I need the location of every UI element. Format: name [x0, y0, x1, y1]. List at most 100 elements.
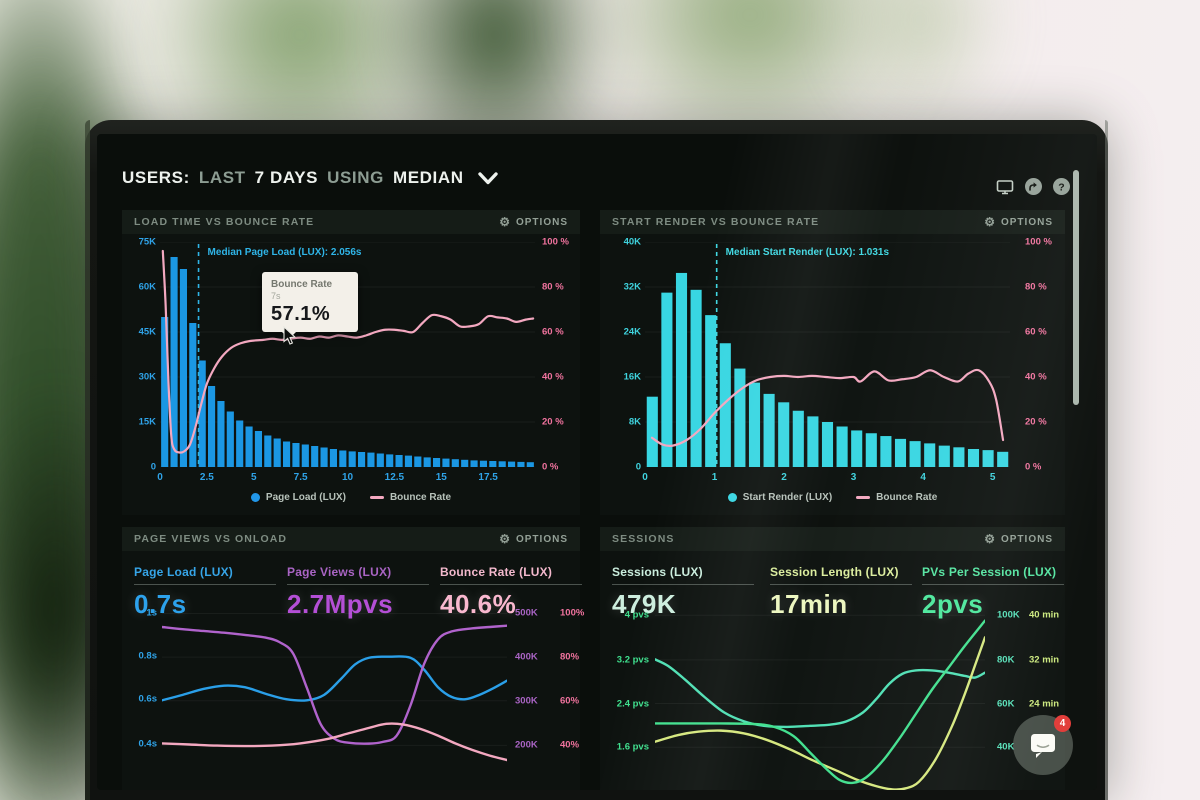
gear-icon: ⚙	[499, 216, 511, 228]
axis-label: 1s	[146, 608, 157, 619]
axis-label: 200K	[515, 740, 538, 751]
median-annotation: Median Page Load (LUX): 2.056s	[208, 247, 362, 258]
title-using: USING	[327, 168, 384, 188]
options-button[interactable]: ⚙ OPTIONS	[984, 216, 1053, 228]
chart-legend: Page Load (LUX) Bounce Rate	[122, 492, 580, 503]
axis-label: 0.4s	[139, 738, 158, 749]
gear-icon: ⚙	[984, 216, 996, 228]
mouse-cursor	[282, 326, 297, 346]
axis-label: 24 min	[1029, 698, 1059, 709]
panel-page-views: PAGE VIEWS VS ONLOAD ⚙ OPTIONS Page Load…	[122, 527, 580, 790]
panel-title: LOAD TIME VS BOUNCE RATE	[134, 216, 314, 228]
chart-plot[interactable]	[655, 608, 985, 790]
axis-label: 8K	[629, 417, 641, 428]
x-tick-label: 2.5	[200, 472, 214, 483]
laptop: USERS: LAST 7 DAYS USING MEDIAN ?	[85, 120, 1108, 800]
metric-divider	[440, 584, 582, 585]
metric-label: Page Views (LUX)	[287, 565, 429, 579]
series-line	[655, 659, 985, 727]
axis-label: 20 %	[542, 417, 564, 428]
tooltip-value: 57.1%	[271, 303, 349, 326]
options-label: OPTIONS	[1001, 217, 1053, 228]
legend-item[interactable]: Start Render (LUX)	[728, 492, 832, 503]
page-title[interactable]: USERS: LAST 7 DAYS USING MEDIAN	[122, 168, 499, 188]
help-icon[interactable]: ?	[1053, 178, 1070, 195]
axis-label: 0.8s	[139, 651, 158, 662]
x-tick-label: 4	[920, 472, 926, 483]
axis-label: 20 %	[1025, 417, 1047, 428]
panel-header: LOAD TIME VS BOUNCE RATE ⚙ OPTIONS	[122, 210, 580, 234]
axis-label: 4 pvs	[625, 610, 649, 621]
axis-label: 400K	[515, 652, 538, 663]
gear-icon: ⚙	[984, 533, 996, 545]
svg-text:?: ?	[1058, 181, 1064, 193]
legend-item[interactable]: Bounce Rate	[370, 492, 451, 503]
title-days: 7 DAYS	[255, 168, 318, 188]
axis-label: 0.6s	[139, 694, 158, 705]
chart-plot[interactable]	[162, 608, 507, 790]
metric-divider	[770, 584, 912, 585]
notification-badge: 4	[1054, 715, 1071, 732]
title-last: LAST	[199, 168, 246, 188]
legend-swatch	[856, 496, 870, 499]
axis-label: 60%	[560, 695, 579, 706]
metric-label: Page Load (LUX)	[134, 565, 276, 579]
tooltip-series: Bounce Rate	[271, 279, 349, 290]
x-tick-label: 0	[157, 472, 163, 483]
panel-header: PAGE VIEWS VS ONLOAD ⚙ OPTIONS	[122, 527, 580, 551]
axis-label: 0	[636, 462, 641, 473]
scrollbar-thumb[interactable]	[1073, 170, 1079, 405]
axis-label: 80K	[997, 654, 1014, 665]
options-button[interactable]: ⚙ OPTIONS	[984, 533, 1053, 545]
x-tick-label: 15	[436, 472, 447, 483]
options-button[interactable]: ⚙ OPTIONS	[499, 216, 568, 228]
panel-start-render: START RENDER VS BOUNCE RATE ⚙ OPTIONS 40…	[600, 210, 1065, 515]
title-users: USERS:	[122, 168, 190, 188]
options-label: OPTIONS	[1001, 534, 1053, 545]
axis-label: 0 %	[542, 462, 558, 473]
axis-label: 30K	[139, 372, 156, 383]
x-tick-label: 17.5	[478, 472, 497, 483]
share-icon[interactable]	[1025, 178, 1042, 195]
legend-item[interactable]: Page Load (LUX)	[251, 492, 346, 503]
axis-label: 16K	[624, 372, 641, 383]
chart-plot[interactable]: Median Start Render (LUX): 1.031s	[645, 242, 1010, 467]
legend-item[interactable]: Bounce Rate	[856, 492, 937, 503]
axis-label: 100 %	[542, 237, 569, 248]
panel-load-time: LOAD TIME VS BOUNCE RATE ⚙ OPTIONS 75K60…	[122, 210, 580, 515]
metric-divider	[612, 584, 754, 585]
options-label: OPTIONS	[516, 217, 568, 228]
x-tick-label: 12.5	[385, 472, 404, 483]
axis-label: 1.6 pvs	[617, 742, 649, 753]
x-tick-label: 5	[251, 472, 257, 483]
median-annotation: Median Start Render (LUX): 1.031s	[726, 247, 890, 258]
panel-header: SESSIONS ⚙ OPTIONS	[600, 527, 1065, 551]
x-axis: 012345	[645, 472, 1010, 486]
axis-label: 80 %	[542, 282, 564, 293]
chat-button[interactable]: 4	[1013, 715, 1073, 775]
axis-label: 100 %	[1025, 237, 1052, 248]
axis-label: 40 min	[1029, 610, 1059, 621]
options-button[interactable]: ⚙ OPTIONS	[499, 533, 568, 545]
display-icon[interactable]	[996, 179, 1014, 195]
metric-label: Session Length (LUX)	[770, 565, 912, 579]
metric-divider	[922, 584, 1064, 585]
options-label: OPTIONS	[516, 534, 568, 545]
chevron-down-icon[interactable]	[477, 171, 499, 186]
axis-label: 0	[151, 462, 156, 473]
axis-label: 32K	[624, 282, 641, 293]
axis-label: 2.4 pvs	[617, 698, 649, 709]
axis-label: 15K	[139, 417, 156, 428]
axis-label: 60K	[997, 698, 1014, 709]
axis-label: 100K	[997, 610, 1020, 621]
header-icons: ?	[996, 178, 1070, 195]
axis-label: 40 %	[542, 372, 564, 383]
axis-label: 80%	[560, 652, 579, 663]
axis-label: 3.2 pvs	[617, 654, 649, 665]
tooltip-x-value: 7s	[271, 291, 349, 301]
x-tick-label: 5	[990, 472, 996, 483]
x-tick-label: 3	[851, 472, 857, 483]
axis-label: 40%	[560, 740, 579, 751]
legend-swatch	[728, 493, 737, 502]
panel-title: SESSIONS	[612, 533, 674, 545]
